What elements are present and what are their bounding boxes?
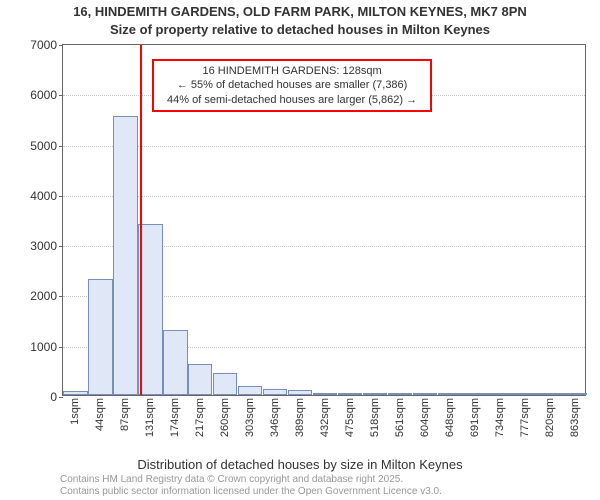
histogram-bar xyxy=(163,330,187,395)
x-tick-label: 734sqm xyxy=(494,395,506,437)
footer-line-2: Contains public sector information licen… xyxy=(60,486,442,498)
plot-area: 010002000300040005000600070001sqm44sqm87… xyxy=(62,44,586,396)
histogram-bar xyxy=(113,116,137,395)
y-tick-label: 7000 xyxy=(30,38,63,52)
histogram-bar xyxy=(188,364,212,395)
x-tick-label: 691sqm xyxy=(469,395,481,437)
x-tick-label: 346sqm xyxy=(269,395,281,437)
x-tick-label: 87sqm xyxy=(119,395,131,431)
chart-container: 16, HINDEMITH GARDENS, OLD FARM PARK, MI… xyxy=(0,0,600,500)
x-tick-label: 389sqm xyxy=(294,395,306,437)
x-tick-label: 863sqm xyxy=(569,395,581,437)
y-tick-label: 1000 xyxy=(30,340,63,354)
y-tick-label: 5000 xyxy=(30,139,63,153)
x-tick-label: 475sqm xyxy=(344,395,356,437)
annotation-line: 16 HINDEMITH GARDENS: 128sqm xyxy=(160,64,424,78)
histogram-bar xyxy=(213,373,237,395)
x-tick-label: 44sqm xyxy=(94,395,106,431)
x-tick-label: 260sqm xyxy=(219,395,231,437)
footer-line-1: Contains HM Land Registry data © Crown c… xyxy=(60,474,442,486)
x-tick-label: 648sqm xyxy=(444,395,456,437)
x-tick-label: 217sqm xyxy=(194,395,206,437)
x-tick-label: 174sqm xyxy=(169,395,181,437)
y-tick-label: 0 xyxy=(50,390,63,404)
y-tick-label: 3000 xyxy=(30,239,63,253)
x-tick-label: 561sqm xyxy=(394,395,406,437)
y-tick-label: 6000 xyxy=(30,88,63,102)
annotation-line: ← 55% of detached houses are smaller (7,… xyxy=(160,78,424,92)
x-tick-label: 518sqm xyxy=(369,395,381,437)
x-tick-label: 604sqm xyxy=(419,395,431,437)
x-tick-label: 303sqm xyxy=(244,395,256,437)
y-tick-label: 2000 xyxy=(30,289,63,303)
x-tick-label: 432sqm xyxy=(319,395,331,437)
y-tick-label: 4000 xyxy=(30,189,63,203)
x-axis-label: Distribution of detached houses by size … xyxy=(0,457,600,472)
reference-marker-line xyxy=(140,45,142,395)
chart-title-sub: Size of property relative to detached ho… xyxy=(0,22,600,37)
annotation-callout: 16 HINDEMITH GARDENS: 128sqm← 55% of det… xyxy=(152,59,432,112)
chart-title-main: 16, HINDEMITH GARDENS, OLD FARM PARK, MI… xyxy=(0,4,600,19)
annotation-line: 44% of semi-detached houses are larger (… xyxy=(160,93,424,107)
footer-credits: Contains HM Land Registry data © Crown c… xyxy=(60,474,442,498)
histogram-bar xyxy=(88,279,112,395)
histogram-bar xyxy=(238,386,262,395)
x-tick-label: 1sqm xyxy=(69,395,81,425)
x-tick-label: 131sqm xyxy=(144,395,156,437)
x-tick-label: 777sqm xyxy=(519,395,531,437)
x-tick-label: 820sqm xyxy=(544,395,556,437)
